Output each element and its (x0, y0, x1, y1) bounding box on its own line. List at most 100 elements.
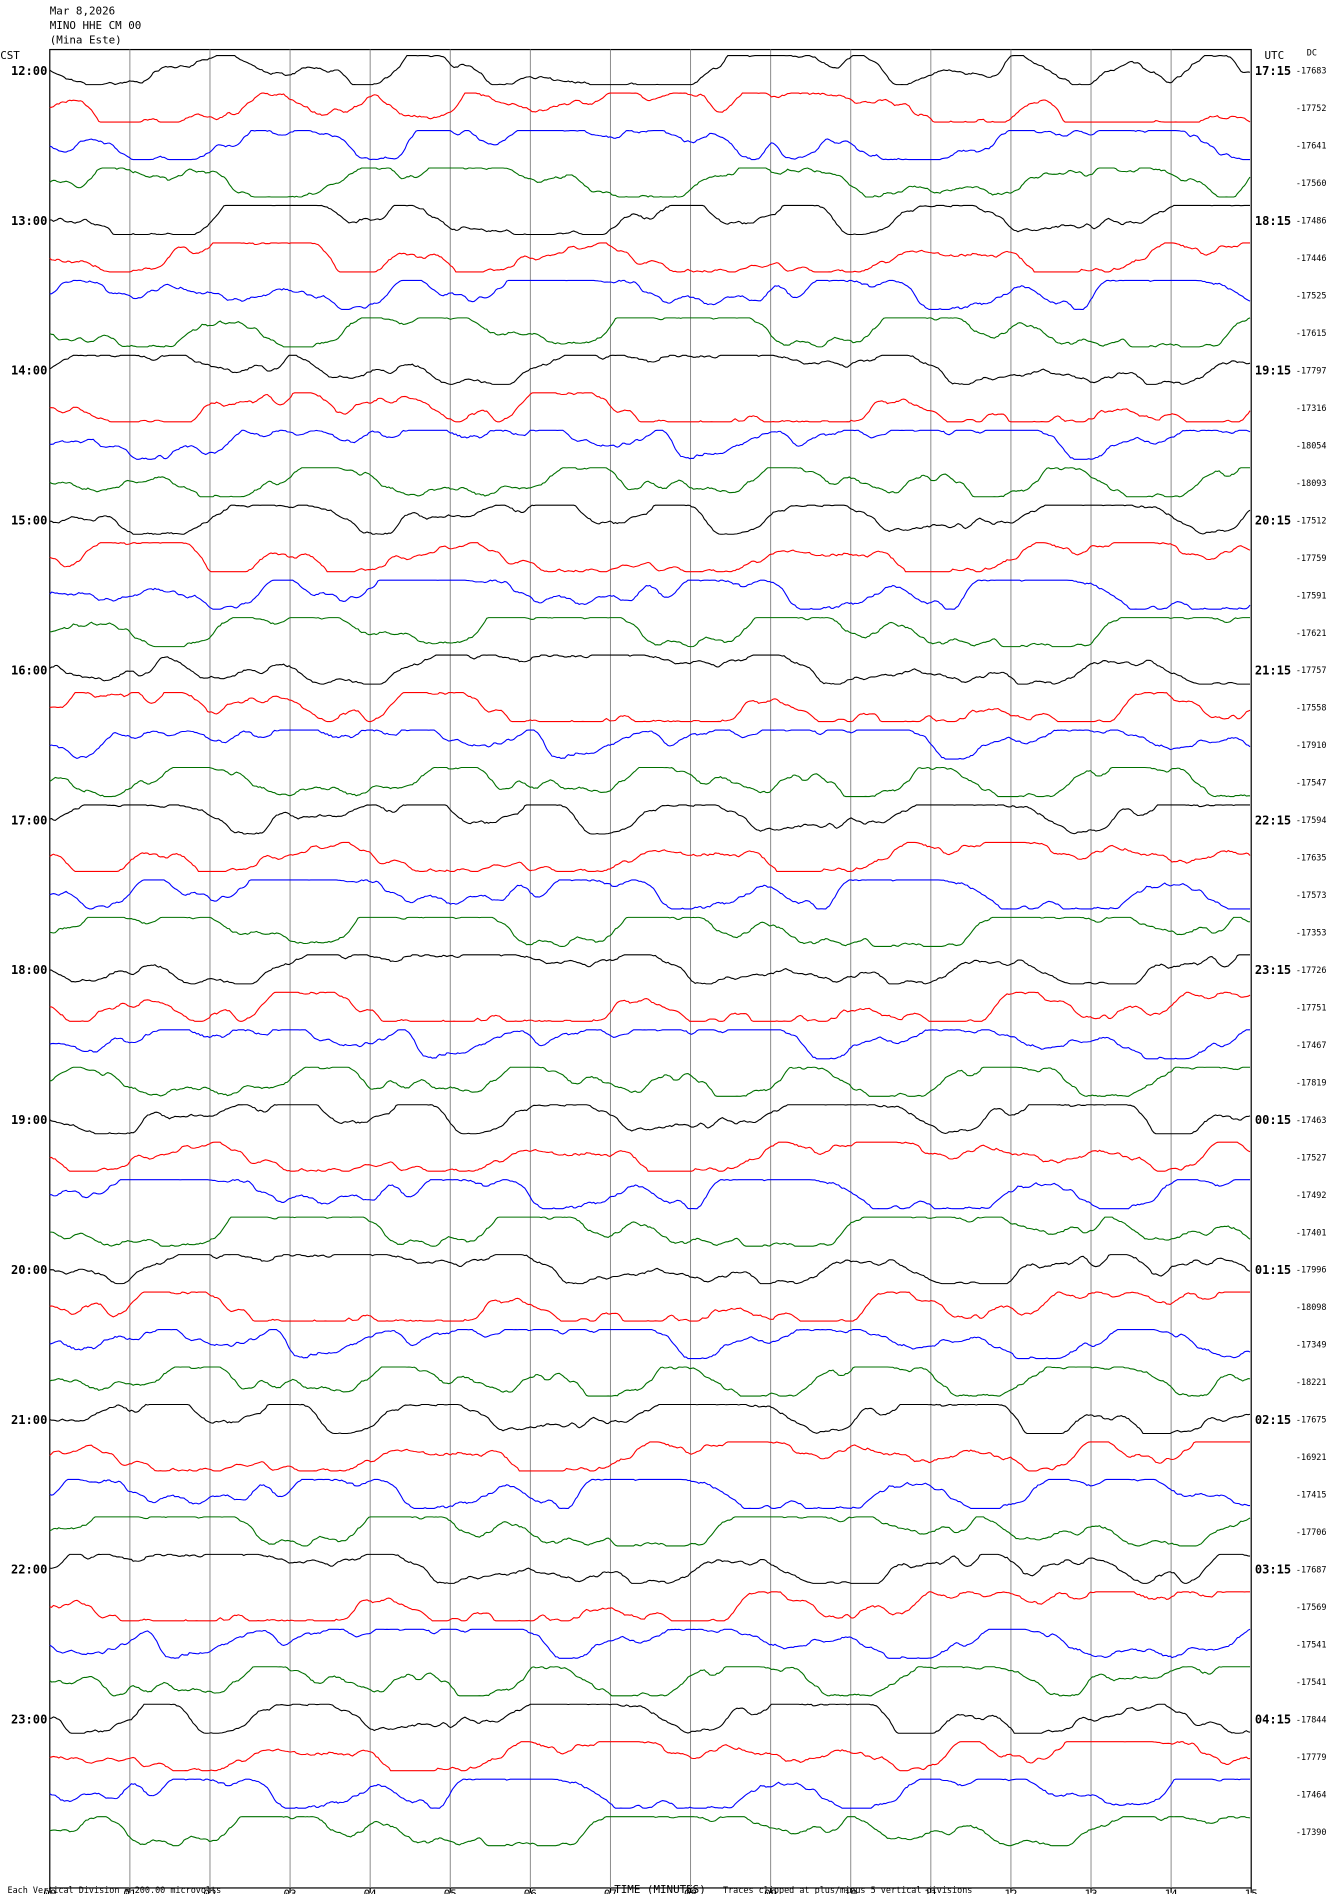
utc-time: 00:15 (1255, 1113, 1291, 1127)
dc-offset: -17547 (1296, 778, 1327, 788)
trace (49, 1254, 1251, 1285)
cst-time: 13:00 (11, 214, 47, 228)
left-zone: CST (0, 49, 20, 62)
dc-offset: -17752 (1296, 103, 1327, 113)
dc-offset: -17706 (1296, 1527, 1327, 1537)
dc-offset: -17797 (1296, 365, 1327, 375)
trace (49, 1478, 1251, 1509)
dc-offset: -17759 (1296, 553, 1327, 563)
minute-label: 08 (684, 1888, 697, 1894)
dc-offset: -17844 (1296, 1714, 1327, 1724)
cst-time: 21:00 (11, 1413, 47, 1427)
trace (49, 1441, 1251, 1472)
trace (49, 1741, 1251, 1772)
trace (49, 1778, 1251, 1809)
utc-time: 17:15 (1255, 64, 1291, 78)
axis-title: TIME (MINUTES) (614, 1883, 706, 1894)
dc-offset: -17641 (1296, 141, 1327, 151)
cst-time: 22:00 (11, 1563, 47, 1577)
minute-label: 09 (764, 1888, 777, 1894)
trace (49, 1216, 1251, 1247)
minute-label: 11 (924, 1888, 937, 1894)
trace (49, 92, 1251, 123)
trace (49, 1328, 1251, 1360)
dc-offset: -17683 (1296, 66, 1327, 76)
station: MINO HHE CM 00 (50, 19, 142, 32)
dc-offset: -17463 (1296, 1115, 1327, 1125)
utc-time: 20:15 (1255, 514, 1291, 528)
dc-offset: -17349 (1296, 1340, 1327, 1350)
dc-offset: -17726 (1296, 965, 1327, 975)
utc-time: 18:15 (1255, 214, 1291, 228)
dc-offset: -17621 (1296, 628, 1327, 638)
trace (49, 204, 1251, 236)
minute-label: 15 (1245, 1888, 1258, 1894)
dc-offset: -17316 (1296, 403, 1327, 413)
date: Mar 8,2026 (50, 5, 115, 18)
dc-offset: -17615 (1296, 328, 1327, 338)
dc-offset: -17558 (1296, 703, 1327, 713)
utc-time: 02:15 (1255, 1413, 1291, 1427)
trace (49, 766, 1251, 798)
dc-label: DC (1307, 48, 1317, 58)
utc-time: 04:15 (1255, 1713, 1291, 1727)
dc-offset: -17910 (1296, 740, 1327, 750)
dc-offset: -17996 (1296, 1265, 1327, 1275)
dc-offset: -18221 (1296, 1377, 1327, 1387)
cst-time: 23:00 (11, 1713, 47, 1727)
dc-offset: -17390 (1296, 1827, 1327, 1837)
clip-note: Traces clipped at plus/minus 5 vertical … (723, 1885, 972, 1894)
trace (49, 1553, 1251, 1584)
dc-offset: -17467 (1296, 1040, 1327, 1050)
dc-offset: -17353 (1296, 928, 1327, 938)
trace (49, 879, 1251, 910)
trace (49, 1066, 1251, 1097)
cst-time: 19:00 (11, 1113, 47, 1127)
trace (49, 317, 1251, 348)
minute-label: 02 (203, 1888, 216, 1894)
cst-time: 14:00 (11, 364, 47, 378)
minute-label: 06 (524, 1888, 537, 1894)
trace (49, 504, 1251, 535)
dc-offset: -17573 (1296, 890, 1327, 900)
dc-offset: -17525 (1296, 291, 1327, 301)
dc-offset: -17415 (1296, 1490, 1327, 1500)
minute-label: 14 (1165, 1888, 1179, 1894)
site: (Mina Este) (50, 34, 122, 47)
trace (49, 467, 1251, 498)
scale-note: Each Vertical Division = 200.00 microvol… (7, 1885, 221, 1894)
utc-time: 19:15 (1255, 364, 1291, 378)
trace (49, 1816, 1251, 1847)
dc-offset: -17751 (1296, 1002, 1327, 1012)
trace (49, 1104, 1251, 1135)
minute-label: 04 (364, 1888, 378, 1894)
dc-offset: -17591 (1296, 590, 1327, 600)
minute-label: 13 (1084, 1888, 1097, 1894)
utc-time: 03:15 (1255, 1563, 1291, 1577)
minute-label: 03 (284, 1888, 297, 1894)
dc-offset: -17560 (1296, 178, 1327, 188)
trace (49, 804, 1251, 835)
trace (49, 991, 1251, 1022)
dc-offset: -17512 (1296, 515, 1327, 525)
trace (49, 1291, 1251, 1322)
dc-offset: -17594 (1296, 815, 1327, 825)
trace (49, 954, 1251, 985)
trace (49, 1628, 1251, 1659)
plot-frame (49, 48, 1252, 1889)
dc-offset: -17779 (1296, 1752, 1327, 1762)
trace (49, 354, 1251, 385)
dc-offset: -17541 (1296, 1677, 1327, 1687)
trace (49, 729, 1251, 760)
utc-time: 22:15 (1255, 813, 1291, 827)
trace (49, 1029, 1251, 1060)
trace (49, 1591, 1251, 1622)
dc-offset: -17819 (1296, 1077, 1327, 1087)
dc-offset: -18054 (1296, 440, 1327, 450)
trace (49, 129, 1251, 161)
trace (49, 392, 1251, 423)
trace (49, 1366, 1251, 1397)
dc-offset: -17464 (1296, 1789, 1327, 1799)
